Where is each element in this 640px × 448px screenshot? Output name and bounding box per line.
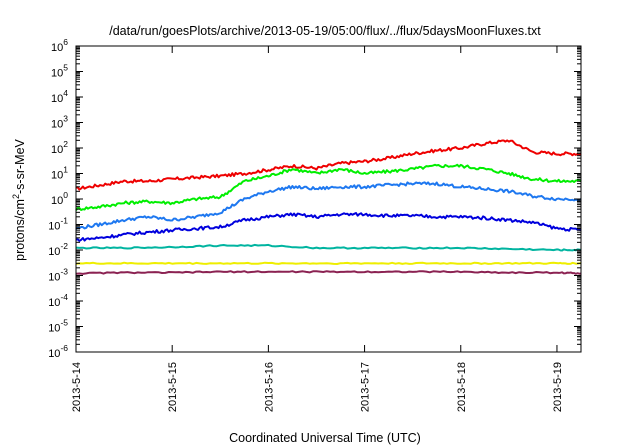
y-tick-label: 102 bbox=[51, 139, 68, 156]
y-tick-exponent: 6 bbox=[63, 37, 68, 47]
series-line-3 bbox=[75, 181, 582, 230]
x-tick-label: 2013-5-17 bbox=[360, 362, 372, 412]
y-tick-exponent: 3 bbox=[63, 114, 68, 124]
y-tick-label: 10-1 bbox=[48, 216, 68, 233]
y-tick-exponent: 0 bbox=[63, 190, 68, 200]
y-tick-exponent: 4 bbox=[63, 88, 68, 98]
y-tick-base: 10 bbox=[48, 272, 60, 284]
plot-frame bbox=[75, 45, 582, 353]
y-tick-exponent: -3 bbox=[60, 267, 68, 277]
x-tick-label: 2013-5-16 bbox=[263, 362, 275, 412]
y-tick-base: 10 bbox=[48, 348, 60, 360]
series-line-4 bbox=[75, 212, 582, 242]
y-tick-exponent: -1 bbox=[60, 216, 68, 226]
y-tick-label: 105 bbox=[51, 63, 68, 80]
x-tick-label: 2013-5-15 bbox=[167, 362, 179, 412]
y-tick-label: 104 bbox=[51, 88, 68, 105]
x-axis-label: Coordinated Universal Time (UTC) bbox=[229, 431, 421, 445]
y-tick-base: 10 bbox=[48, 297, 60, 309]
y-tick-base: 10 bbox=[48, 323, 60, 335]
y-tick-base: 10 bbox=[51, 144, 63, 156]
y-tick-label: 106 bbox=[51, 37, 68, 54]
y-tick-label: 100 bbox=[51, 190, 68, 207]
series-line-7 bbox=[75, 270, 582, 275]
y-tick-label: 10-3 bbox=[48, 267, 68, 284]
y-tick-base: 10 bbox=[48, 221, 60, 233]
y-tick-exponent: -5 bbox=[60, 318, 68, 328]
chart-title: /data/run/goesPlots/archive/2013-05-19/0… bbox=[109, 24, 541, 38]
series-layer bbox=[75, 139, 582, 275]
y-tick-base: 10 bbox=[51, 170, 63, 182]
y-tick-exponent: 1 bbox=[63, 165, 68, 175]
y-tick-base: 10 bbox=[48, 246, 60, 258]
series-line-2 bbox=[75, 163, 582, 211]
x-tick-label: 2013-5-14 bbox=[71, 362, 83, 412]
y-tick-label: 103 bbox=[51, 114, 68, 131]
y-tick-label: 10-6 bbox=[48, 343, 68, 360]
y-tick-base: 10 bbox=[51, 93, 63, 105]
y-axis-label: protons/cm2-s-sr-MeV bbox=[11, 138, 27, 260]
y-tick-base: 10 bbox=[51, 119, 63, 131]
y-tick-exponent: -6 bbox=[60, 343, 68, 353]
series-line-5 bbox=[75, 243, 582, 252]
series-line-6 bbox=[75, 261, 581, 265]
y-tick-base: 10 bbox=[51, 68, 63, 80]
y-tick-label: 10-2 bbox=[48, 241, 68, 258]
y-tick-exponent: -4 bbox=[60, 292, 68, 302]
x-tick-label: 2013-5-19 bbox=[552, 362, 564, 412]
y-tick-base: 10 bbox=[51, 42, 63, 54]
y-tick-exponent: 2 bbox=[63, 139, 68, 149]
series-line-1 bbox=[75, 139, 582, 191]
y-axis: 10-610-510-410-310-210-11001011021031041… bbox=[48, 37, 581, 360]
y-tick-exponent: -2 bbox=[60, 241, 68, 251]
y-tick-label: 101 bbox=[51, 165, 68, 182]
y-tick-label: 10-4 bbox=[48, 292, 68, 309]
y-tick-label: 10-5 bbox=[48, 318, 68, 335]
x-tick-label: 2013-5-18 bbox=[456, 362, 468, 412]
x-axis: 2013-5-14 2013-5-15 2013-5-16 2013-5-17 2013… bbox=[71, 46, 564, 412]
y-tick-exponent: 5 bbox=[63, 63, 68, 73]
y-tick-base: 10 bbox=[51, 195, 63, 207]
